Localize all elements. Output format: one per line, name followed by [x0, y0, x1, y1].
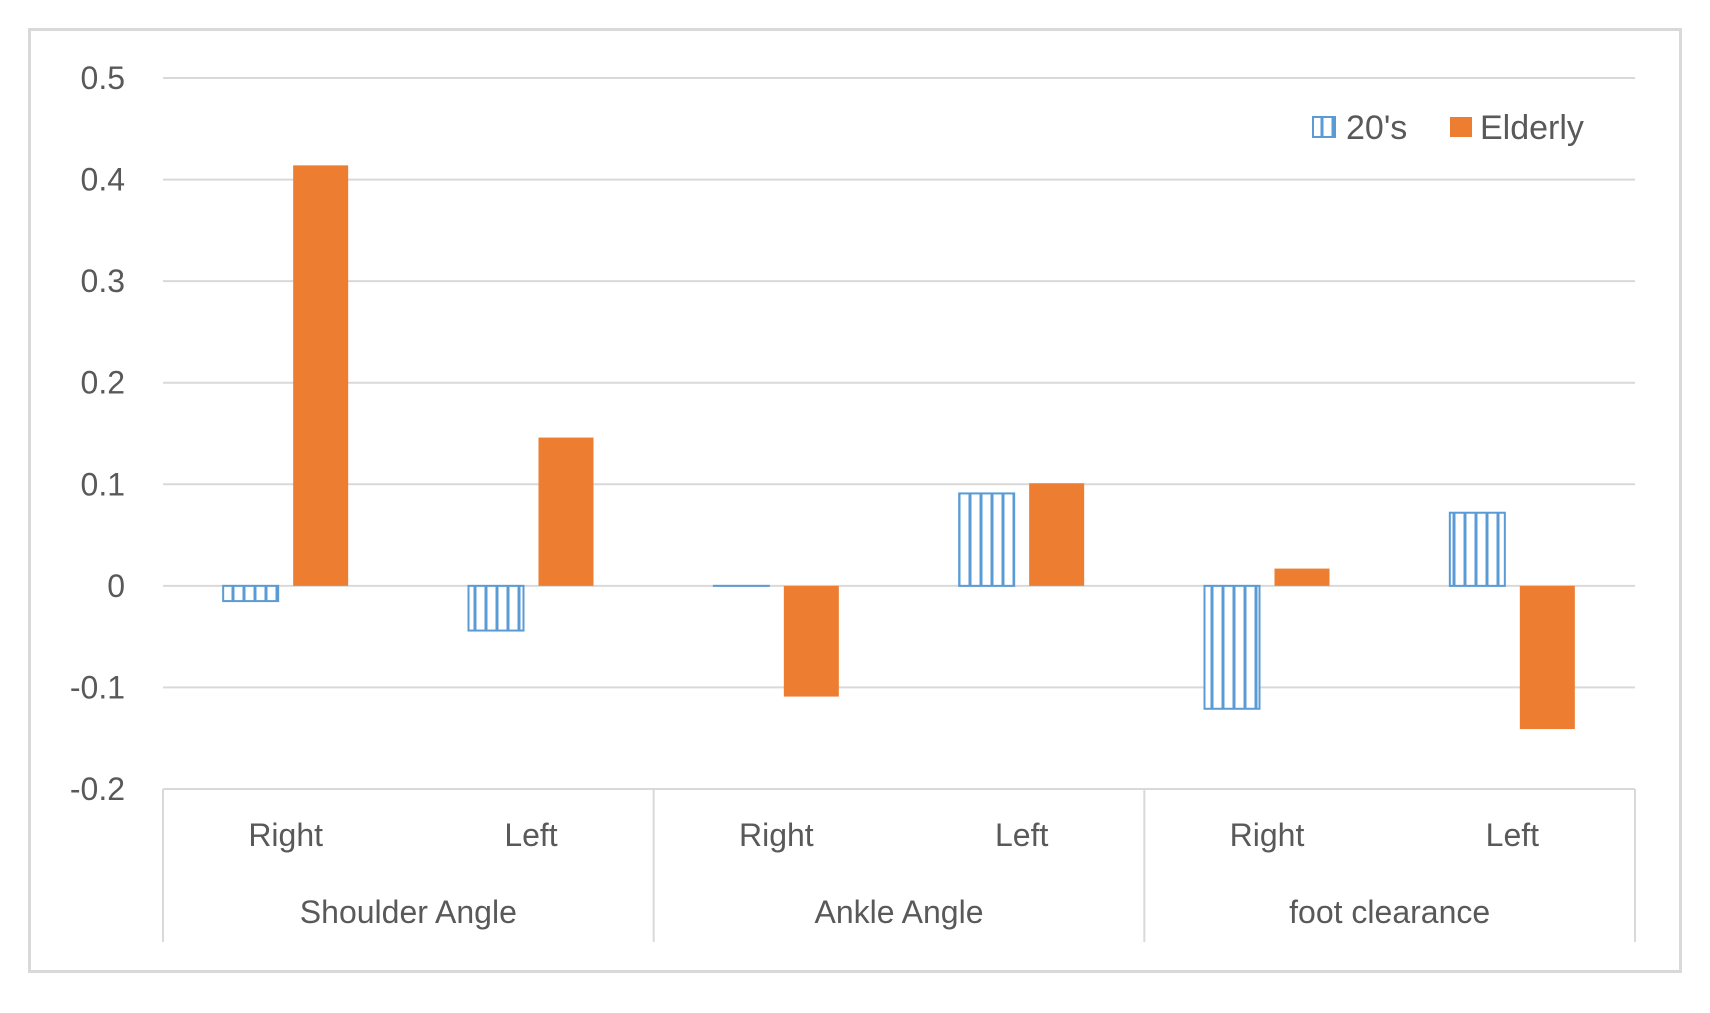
y-axis-tick-labels: 0.5 0.4 0.3 0.2 0.1 0 -0.1 -0.2 [70, 60, 125, 807]
bars [222, 165, 1575, 730]
category-label: Right [248, 817, 323, 853]
category-axis [162, 788, 1636, 942]
bar-series-1 [1203, 584, 1261, 710]
bar-series-2 [538, 437, 594, 586]
legend: 20's Elderly [1312, 109, 1584, 147]
category-label: Right [1230, 817, 1305, 853]
y-tick-label: 0 [107, 568, 125, 604]
legend-swatch [1312, 116, 1336, 138]
bar-series-2 [783, 585, 839, 697]
bar-series-1 [222, 584, 280, 603]
gridlines [163, 77, 1635, 689]
bar-series-2 [1029, 483, 1085, 586]
legend-swatch [1450, 117, 1472, 137]
y-tick-label: 0.1 [81, 466, 125, 502]
group-label: Shoulder Angle [300, 894, 517, 930]
group-label: foot clearance [1289, 894, 1490, 930]
group-label: Ankle Angle [814, 894, 983, 930]
bar-series-1 [1448, 511, 1506, 587]
y-tick-label: -0.2 [70, 771, 125, 807]
category-label: Left [504, 817, 557, 853]
y-tick-label: -0.1 [70, 669, 125, 705]
legend-label: Elderly [1480, 109, 1584, 147]
y-tick-label: 0.3 [81, 263, 125, 299]
y-tick-label: 0.2 [81, 365, 125, 401]
group-labels: Shoulder Angle Ankle Angle foot clearance [300, 894, 1490, 930]
category-label: Left [1486, 817, 1539, 853]
category-label: Left [995, 817, 1048, 853]
category-labels: Right Left Right Left Right Left [248, 817, 1539, 853]
y-tick-label: 0.4 [81, 162, 125, 198]
legend-label: 20's [1346, 109, 1407, 147]
bar-series-2 [1274, 568, 1330, 586]
category-label: Right [739, 817, 814, 853]
bar-series-1 [467, 584, 525, 632]
bar-series-1 [958, 492, 1016, 587]
bar-series-2 [1519, 585, 1575, 730]
bar-series-2 [293, 165, 349, 586]
y-tick-label: 0.5 [81, 60, 125, 96]
